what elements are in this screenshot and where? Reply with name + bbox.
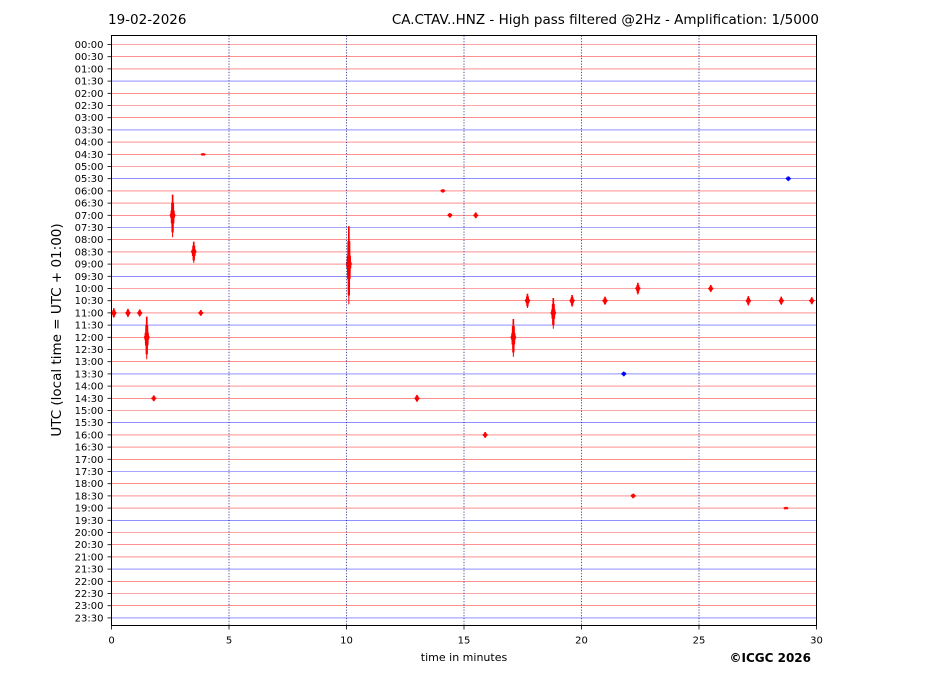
y-tick-label: 22:00 [75, 577, 104, 588]
event-spike [169, 194, 176, 238]
y-tick-label: 14:00 [75, 382, 104, 393]
x-tick-label: 0 [108, 636, 114, 647]
event-spike [136, 309, 143, 317]
y-tick-label: 10:30 [75, 296, 104, 307]
y-tick-label: 19:30 [75, 516, 104, 527]
y-tick-label: 16:30 [75, 443, 104, 454]
event-spike [783, 506, 789, 511]
chart-title: CA.CTAV..HNZ - High pass filtered @2Hz -… [391, 12, 819, 28]
y-tick-label: 03:30 [75, 125, 104, 136]
event-spike [151, 395, 157, 402]
y-tick-label: 19:00 [75, 504, 104, 515]
y-tick-label: 04:30 [75, 150, 104, 161]
x-tick-label: 15 [458, 636, 471, 647]
y-tick-label: 06:00 [75, 186, 104, 197]
y-tick-label: 23:30 [75, 613, 104, 624]
y-tick-label: 09:30 [75, 272, 104, 283]
event-spike [569, 294, 575, 307]
event-spike [472, 212, 479, 219]
y-tick-label: 00:30 [75, 52, 104, 63]
event-spike [447, 212, 453, 218]
plot-frame [111, 35, 817, 626]
y-tick-label: 20:30 [75, 540, 104, 551]
event-spike [630, 493, 636, 499]
y-tick-label: 17:00 [75, 455, 104, 466]
event-spike [621, 371, 627, 377]
y-tick-label: 22:30 [75, 589, 104, 600]
event-spike [110, 308, 117, 318]
y-tick-label: 04:00 [75, 138, 104, 149]
y-tick-label: 02:00 [75, 89, 104, 100]
y-tick-label: 08:00 [75, 235, 104, 246]
event-spike [510, 318, 517, 357]
y-tick-label: 07:00 [75, 211, 104, 222]
y-tick-label: 18:00 [75, 479, 104, 490]
event-spike [440, 189, 446, 193]
y-tick-label: 14:30 [75, 394, 104, 405]
y-tick-label: 23:00 [75, 601, 104, 612]
y-tick-label: 07:30 [75, 223, 104, 234]
event-spike [482, 431, 488, 438]
y-tick-label: 18:30 [75, 491, 104, 502]
event-spike [707, 285, 714, 293]
y-tick-label: 03:00 [75, 113, 104, 124]
event-spike [143, 316, 150, 360]
date-label: 19-02-2026 [108, 12, 187, 28]
y-tick-label: 10:00 [75, 284, 104, 295]
y-tick-label: 11:30 [75, 321, 104, 332]
event-spike [345, 226, 352, 305]
y-tick-label: 01:30 [75, 77, 104, 88]
event-spike [198, 309, 204, 316]
x-tick-label: 5 [226, 636, 232, 647]
event-spike [778, 296, 785, 305]
event-spike [414, 394, 420, 402]
x-tick-label: 30 [810, 636, 823, 647]
y-tick-label: 17:30 [75, 467, 104, 478]
y-tick-label: 06:30 [75, 199, 104, 210]
y-tick-label: 02:30 [75, 101, 104, 112]
y-tick-label: 05:30 [75, 174, 104, 185]
event-spike [785, 176, 792, 182]
y-tick-label: 01:00 [75, 64, 104, 75]
y-tick-label: 12:30 [75, 345, 104, 356]
event-spike [602, 296, 608, 305]
event-spike [200, 153, 206, 157]
y-tick-label: 08:30 [75, 247, 104, 258]
copyright-label: ©ICGC 2026 [729, 651, 811, 665]
x-tick-label: 10 [340, 636, 353, 647]
event-spike [550, 297, 557, 329]
y-tick-label: 00:00 [75, 40, 104, 51]
y-tick-label: 13:30 [75, 369, 104, 380]
event-spike [125, 308, 131, 318]
event-spike [190, 241, 197, 263]
event-spike [635, 282, 641, 295]
event-spike [808, 297, 815, 305]
y-tick-label: 20:00 [75, 528, 104, 539]
y-tick-label: 16:00 [75, 430, 104, 441]
y-tick-label: 21:00 [75, 552, 104, 563]
y-tick-label: 09:00 [75, 260, 104, 271]
x-tick-label: 25 [693, 636, 706, 647]
y-tick-label: 15:30 [75, 418, 104, 429]
y-tick-label: 13:00 [75, 357, 104, 368]
y-tick-label: 15:00 [75, 406, 104, 417]
vertical-gridlines [228, 35, 700, 626]
y-tick-label: 12:00 [75, 333, 104, 344]
y-tick-label: 11:00 [75, 308, 104, 319]
event-spikes [110, 153, 815, 511]
event-spike [745, 296, 752, 306]
event-spike [524, 293, 531, 309]
x-tick-label: 20 [575, 636, 588, 647]
y-tick-label: 05:00 [75, 162, 104, 173]
x-axis-label: time in minutes [420, 651, 508, 664]
y-tick-label: 21:30 [75, 565, 104, 576]
